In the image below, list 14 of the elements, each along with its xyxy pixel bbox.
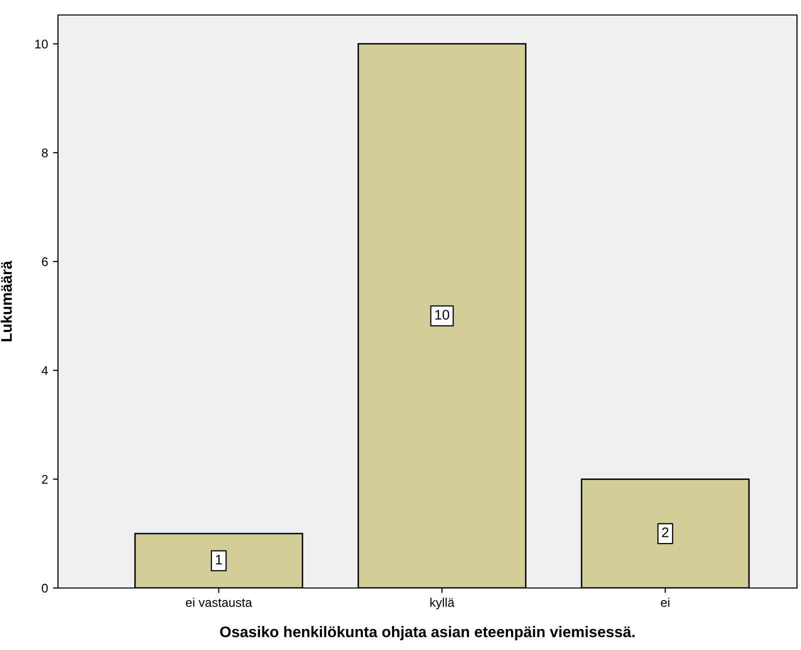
data-label: 1	[216, 554, 222, 564]
data-label: 2	[662, 527, 668, 538]
x-tick-label: ei	[660, 598, 670, 607]
x-axis-title: Osasiko henkilökunta ohjata asian eteenpäin viemisessä.	[220, 626, 634, 640]
x-tick-label: ei vastausta	[186, 598, 252, 607]
y-tick-label: 10	[35, 40, 48, 48]
y-tick-label: 8	[42, 148, 48, 158]
y-axis-title: Lukumäärä	[0, 260, 12, 342]
y-tick-label: 2	[42, 474, 48, 484]
y-tick-label: 6	[42, 257, 48, 266]
y-tick-label: 4	[42, 366, 48, 375]
data-label: 10	[435, 310, 450, 320]
y-tick-label: 0	[42, 584, 48, 593]
x-tick-label: kyllä	[430, 598, 455, 610]
